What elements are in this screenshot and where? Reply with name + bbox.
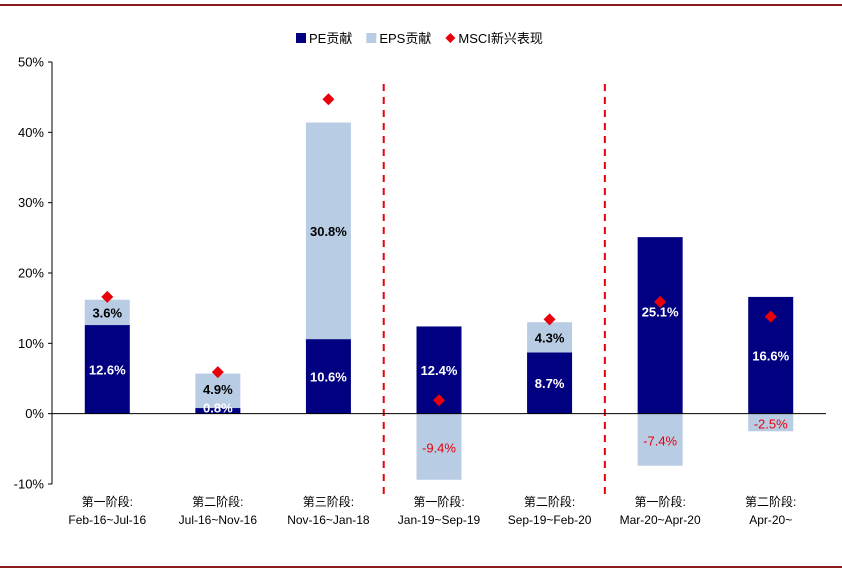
- pe-data-label: 25.1%: [642, 304, 679, 319]
- eps-bar: [84, 299, 130, 326]
- pe-data-label: 12.4%: [421, 363, 458, 378]
- legend-swatch: [366, 33, 377, 43]
- x-category-stage: 第一阶段:: [82, 494, 133, 509]
- y-tick-label: 0%: [25, 406, 44, 421]
- legend-swatch: [296, 33, 306, 43]
- x-category-stage: 第一阶段:: [413, 494, 464, 509]
- x-category-period: Jan-19~Sep-19: [398, 513, 481, 527]
- y-tick-label: 10%: [18, 336, 44, 351]
- msci-marker: [101, 290, 114, 303]
- x-category-period: Jul-16~Nov-16: [179, 513, 258, 527]
- x-category-stage: 第二阶段:: [192, 494, 243, 509]
- pe-bar: [195, 408, 241, 414]
- y-tick-label: 30%: [18, 195, 44, 210]
- eps-data-label: -2.5%: [754, 416, 788, 431]
- eps-data-label: 30.8%: [310, 224, 347, 239]
- x-category-period: Sep-19~Feb-20: [508, 513, 592, 527]
- pe-bar: [527, 352, 573, 414]
- y-tick-label: 20%: [18, 266, 44, 281]
- eps-data-label: 4.9%: [203, 382, 233, 397]
- msci-marker: [322, 93, 335, 106]
- legend-label: MSCI新兴表现: [458, 31, 543, 46]
- bars: 12.6% 3.6% 0.8% 4.9% 10.6% 30.8% 12.4% -9.4% 8.7…: [84, 122, 794, 480]
- bottom-rule: [0, 566, 842, 568]
- y-axis: 50% 40% 30% 20% 10% 0% -10%: [14, 55, 53, 492]
- msci-marker: [764, 310, 777, 323]
- msci-marker: [211, 366, 224, 379]
- pe-data-label: 16.6%: [752, 348, 789, 363]
- pe-bar: [305, 339, 351, 414]
- eps-bar: [748, 413, 794, 432]
- x-category-stage: 第一阶段:: [634, 494, 685, 509]
- pe-data-label: 0.8%: [203, 401, 233, 416]
- eps-bar: [527, 322, 573, 353]
- x-category-period: Apr-20~: [749, 513, 792, 527]
- eps-data-label: 4.3%: [535, 330, 565, 345]
- x-category-period: Feb-16~Jul-16: [68, 513, 146, 527]
- period-dividers: [382, 84, 606, 500]
- x-category-stage: 第三阶段:: [303, 494, 354, 509]
- pe-bar: [84, 325, 130, 414]
- top-rule: [0, 4, 842, 6]
- msci-marker: [654, 295, 667, 308]
- eps-data-label: -9.4%: [422, 441, 456, 456]
- eps-bar: [195, 373, 241, 409]
- x-category-stage: 第二阶段:: [524, 494, 575, 509]
- pe-bar: [637, 237, 683, 414]
- legend: PE贡献 EPS贡献 MSCI新兴表现: [296, 31, 543, 46]
- legend-label: PE贡献: [309, 31, 352, 46]
- eps-bar: [305, 122, 351, 340]
- eps-data-label: -7.4%: [643, 434, 677, 449]
- eps-data-label: 3.6%: [92, 305, 122, 320]
- legend-label: EPS贡献: [379, 31, 431, 46]
- x-axis: 第一阶段: Feb-16~Jul-16 第二阶段: Jul-16~Nov-16 第三阶段…: [52, 413, 826, 527]
- y-tick-label: 50%: [18, 55, 44, 70]
- x-category-stage: 第二阶段:: [745, 494, 796, 509]
- eps-bar: [416, 413, 462, 480]
- x-category-period: Mar-20~Apr-20: [620, 513, 701, 527]
- pe-data-label: 8.7%: [535, 376, 565, 391]
- eps-bar: [637, 413, 683, 466]
- msci-markers: [101, 93, 777, 407]
- pe-data-label: 10.6%: [310, 369, 347, 384]
- y-tick-label: -10%: [14, 477, 45, 492]
- y-tick-label: 40%: [18, 125, 44, 140]
- msci-marker: [433, 394, 445, 407]
- legend-swatch-msci: [445, 33, 456, 43]
- pe-data-label: 12.6%: [89, 362, 126, 377]
- x-category-period: Nov-16~Jan-18: [287, 513, 370, 527]
- msci-marker: [543, 313, 556, 326]
